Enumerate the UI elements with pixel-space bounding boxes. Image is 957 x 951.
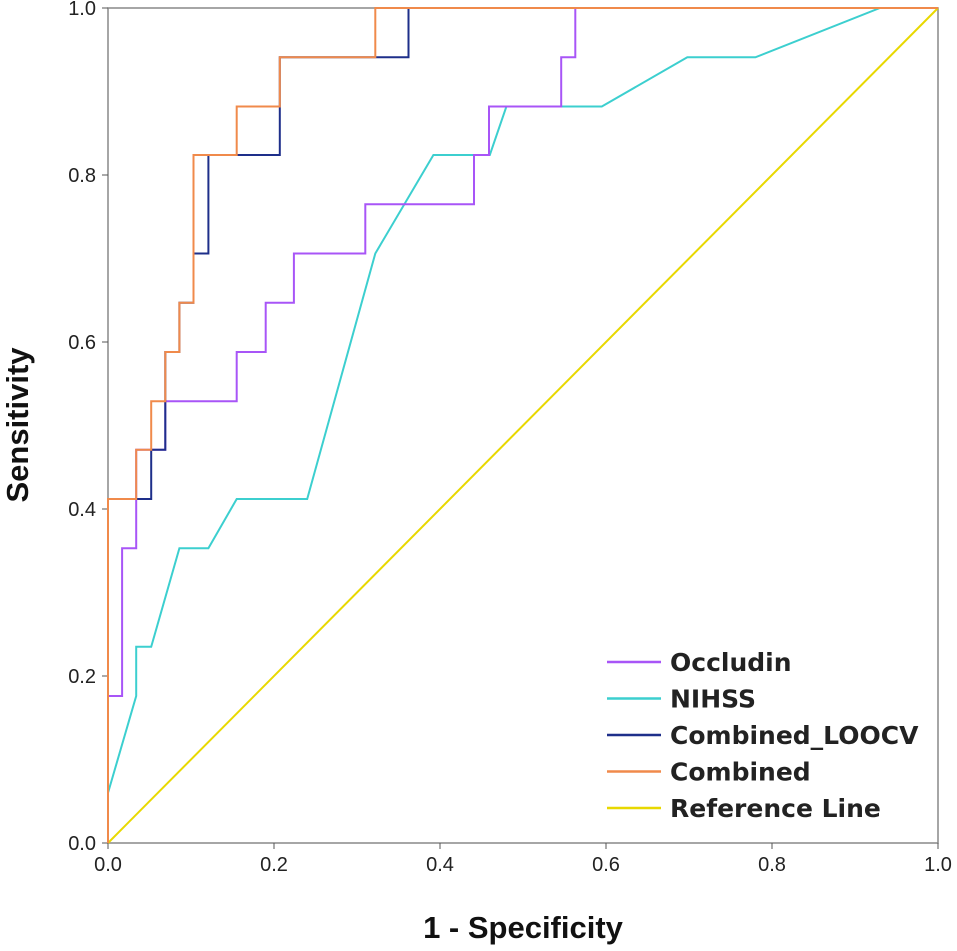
y-axis: 0.0 0.2 0.4 0.6 0.8 1.0 <box>68 0 108 855</box>
y-tick-label: 0.6 <box>68 332 96 354</box>
legend: Occludin NIHSS Combined_LOOCV Combined Refer… <box>607 648 919 823</box>
series-line-reference-line <box>107 7 939 844</box>
y-tick-label: 0.2 <box>68 666 96 688</box>
legend-label: Combined_LOOCV <box>670 721 919 750</box>
legend-label: NIHSS <box>670 685 756 714</box>
x-tick-label: 0.2 <box>260 854 288 876</box>
legend-label: Combined <box>670 758 811 787</box>
y-tick-label: 0.4 <box>68 499 96 521</box>
y-axis-title: Sensitivity <box>0 347 35 503</box>
series-line-nihss <box>107 7 938 794</box>
x-tick-label: 0.8 <box>758 854 786 876</box>
x-tick-label: 1.0 <box>924 854 952 876</box>
series-layer <box>107 7 939 844</box>
x-axis: 0.0 0.2 0.4 0.6 0.8 1.0 <box>94 843 952 876</box>
x-tick-label: 0.4 <box>426 854 454 876</box>
legend-label: Occludin <box>670 648 792 677</box>
x-tick-label: 0.6 <box>592 854 620 876</box>
y-tick-label: 1.0 <box>68 0 96 20</box>
x-tick-label: 0.0 <box>94 854 122 876</box>
y-tick-label: 0.0 <box>68 833 96 855</box>
series-line-occludin <box>107 7 938 843</box>
y-tick-label: 0.8 <box>68 165 96 187</box>
x-axis-title: 1 - Specificity <box>423 910 624 945</box>
legend-label: Reference Line <box>670 794 881 823</box>
series-line-combined <box>107 7 938 843</box>
